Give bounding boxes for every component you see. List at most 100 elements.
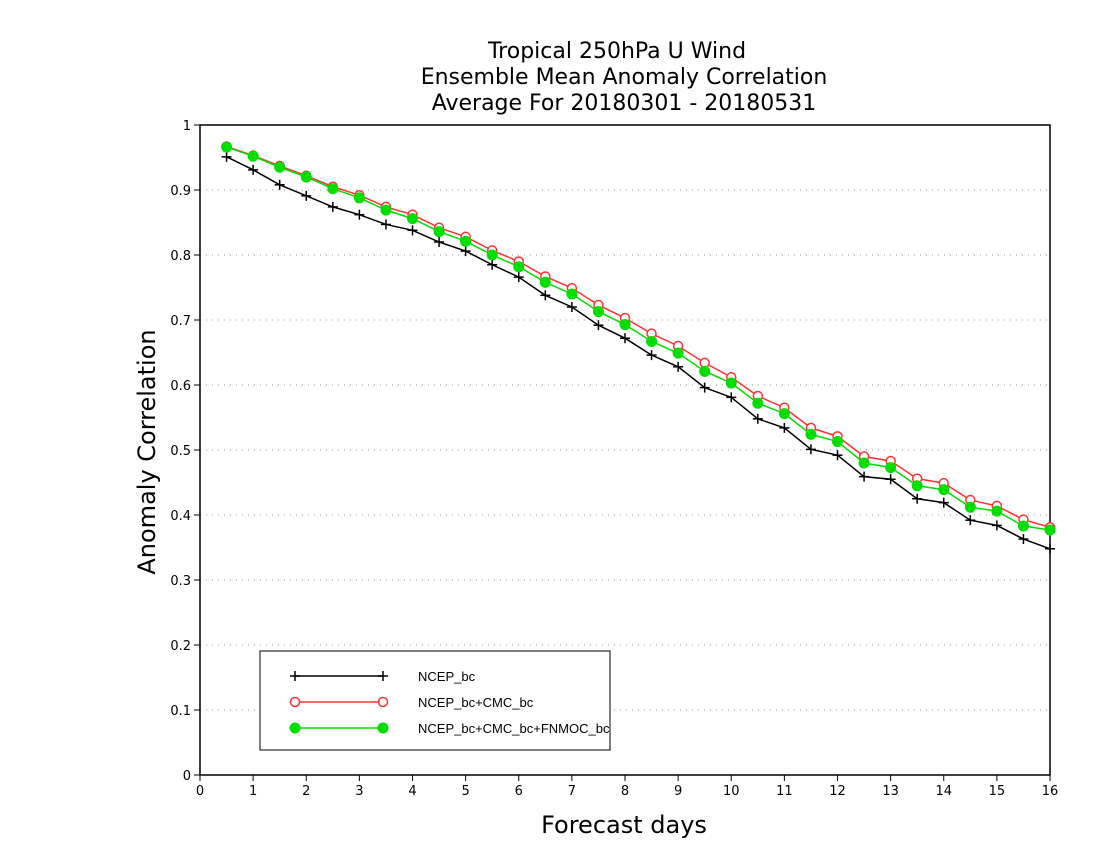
x-tick-label: 3 bbox=[355, 784, 363, 799]
data-point bbox=[380, 219, 391, 230]
grid bbox=[200, 189, 1050, 711]
data-point bbox=[460, 246, 471, 257]
data-point bbox=[274, 161, 286, 173]
data-point bbox=[487, 259, 498, 270]
y-axis-label: Anomaly Correlation bbox=[133, 329, 161, 574]
data-point bbox=[1017, 520, 1029, 532]
y-tick-label: 0.4 bbox=[170, 509, 191, 524]
data-point bbox=[699, 382, 710, 393]
x-tick-label: 11 bbox=[776, 784, 793, 799]
x-tick-label: 8 bbox=[621, 784, 629, 799]
legend-marker bbox=[377, 722, 389, 734]
series-2 bbox=[221, 141, 1056, 533]
data-point bbox=[301, 190, 312, 201]
legend-marker bbox=[377, 696, 389, 708]
data-point bbox=[991, 520, 1002, 531]
data-point bbox=[805, 444, 816, 455]
data-point bbox=[964, 501, 976, 513]
data-point bbox=[778, 408, 790, 420]
data-point bbox=[434, 237, 445, 247]
legend-marker bbox=[290, 671, 300, 681]
legend-entry: NCEP_bc+CMC_bc bbox=[289, 695, 534, 710]
legend-marker bbox=[289, 696, 301, 708]
data-point bbox=[725, 377, 737, 389]
y-tick-label: 0.8 bbox=[170, 249, 191, 264]
data-point bbox=[486, 249, 498, 261]
legend-marker bbox=[289, 722, 301, 734]
data-point bbox=[646, 335, 658, 347]
data-point bbox=[327, 201, 338, 212]
data-point bbox=[1045, 543, 1055, 554]
legend-label: NCEP_bc+CMC_bc bbox=[418, 695, 534, 710]
data-point bbox=[858, 457, 870, 469]
legend-entry: NCEP_bc+CMC_bc+FNMOC_bc bbox=[289, 721, 610, 736]
data-point bbox=[221, 141, 233, 153]
data-point bbox=[832, 450, 843, 461]
y-tick-label: 0.6 bbox=[170, 379, 191, 394]
data-point bbox=[566, 288, 578, 300]
x-tick-label: 15 bbox=[989, 784, 1006, 799]
legend: NCEP_bc NCEP_bc+CMC_bc NCEP_bc+CMC_bc+FNMO… bbox=[259, 650, 611, 751]
data-point bbox=[566, 302, 577, 312]
title-line-1: Tropical 250hPa U Wind bbox=[487, 39, 746, 64]
title-line-2: Ensemble Mean Anomaly Correlation bbox=[421, 65, 828, 90]
legend-marker bbox=[378, 671, 388, 681]
series-1 bbox=[221, 151, 1055, 554]
data-point bbox=[699, 365, 711, 377]
series-line bbox=[226, 146, 1051, 531]
x-tick-label: 12 bbox=[829, 784, 846, 799]
x-tick-label: 10 bbox=[723, 784, 740, 799]
data-point bbox=[885, 462, 897, 474]
x-tick-label: 5 bbox=[461, 784, 469, 799]
data-point bbox=[247, 150, 259, 162]
data-point bbox=[912, 493, 923, 504]
data-point bbox=[991, 505, 1003, 517]
x-tick-label: 4 bbox=[408, 784, 416, 799]
axis-ticks: 00.10.20.30.40.50.60.70.80.910 1 2 3 4 5 6 7 8 9 1… bbox=[170, 119, 1058, 799]
data-point bbox=[619, 319, 631, 331]
data-point bbox=[805, 428, 817, 440]
legend-label: NCEP_bc+CMC_bc+FNMOC_bc bbox=[418, 721, 610, 736]
x-axis-label: Forecast days bbox=[541, 811, 707, 839]
x-tick-label: 1 bbox=[249, 784, 257, 799]
y-tick-label: 0.5 bbox=[170, 444, 191, 459]
data-point bbox=[248, 164, 259, 175]
y-tick-label: 1 bbox=[183, 119, 191, 134]
y-tick-label: 0.7 bbox=[170, 314, 191, 329]
data-point bbox=[539, 276, 551, 288]
data-point bbox=[513, 261, 525, 273]
data-point bbox=[407, 225, 418, 236]
y-tick-label: 0.1 bbox=[170, 704, 191, 719]
data-point bbox=[885, 474, 896, 485]
series-line bbox=[226, 156, 1051, 550]
x-tick-label: 9 bbox=[674, 784, 682, 799]
series-3 bbox=[221, 141, 1056, 536]
data-point bbox=[433, 226, 445, 238]
series-layer bbox=[221, 141, 1056, 554]
x-tick-label: 7 bbox=[568, 784, 576, 799]
data-point bbox=[1018, 534, 1029, 545]
data-point bbox=[832, 436, 843, 448]
legend-box bbox=[259, 650, 611, 751]
y-tick-label: 0.9 bbox=[170, 184, 191, 199]
legend-entry: NCEP_bc bbox=[290, 669, 476, 684]
data-point bbox=[620, 333, 630, 344]
data-point bbox=[274, 179, 285, 190]
data-point bbox=[354, 209, 365, 220]
data-point bbox=[221, 151, 232, 162]
data-point bbox=[513, 272, 524, 283]
data-point bbox=[1044, 524, 1056, 536]
data-point bbox=[726, 392, 737, 403]
data-point bbox=[593, 320, 604, 331]
data-point bbox=[938, 484, 950, 496]
data-point bbox=[540, 290, 551, 301]
x-tick-label: 14 bbox=[935, 784, 952, 799]
data-point bbox=[752, 397, 764, 409]
data-point bbox=[752, 413, 763, 424]
data-point bbox=[859, 471, 870, 482]
series-line bbox=[226, 145, 1051, 529]
data-point bbox=[592, 306, 604, 318]
y-tick-label: 0 bbox=[183, 769, 191, 784]
data-point bbox=[327, 183, 339, 195]
